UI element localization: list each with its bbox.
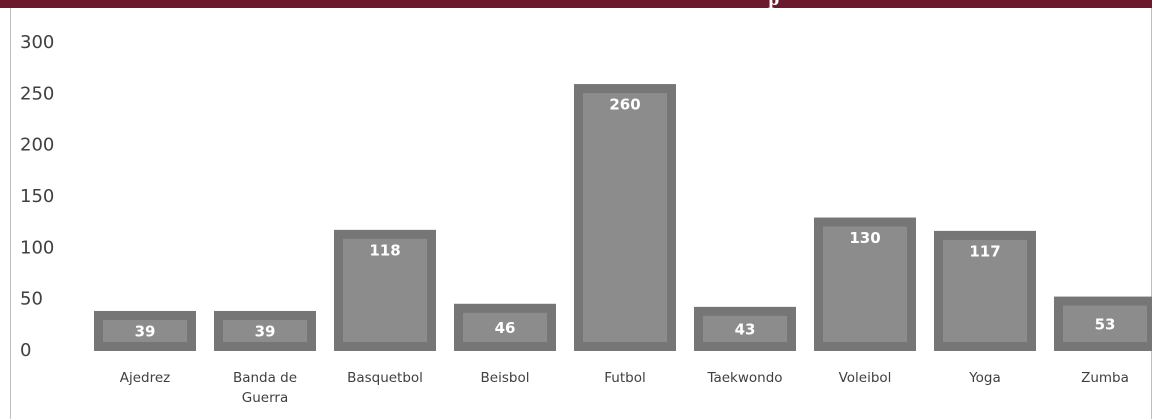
data-label: 46 (495, 319, 516, 337)
data-label: 130 (849, 229, 880, 247)
bar-inner-panel (1063, 305, 1147, 342)
data-label: 39 (255, 322, 276, 340)
bar-zumba: 53 (1054, 296, 1152, 351)
x-tick-label-line: Yoga (968, 370, 1001, 386)
y-tick-label: 250 (20, 83, 54, 104)
y-tick-label: 100 (20, 237, 54, 258)
y-tick-label: 50 (20, 289, 43, 310)
x-tick-label-line: Basquetbol (347, 370, 423, 386)
data-label: 117 (969, 242, 1000, 260)
bar-inner-panel (103, 319, 187, 342)
y-tick-label: 0 (20, 340, 31, 361)
x-tick-label-line: Beisbol (481, 370, 530, 386)
x-tick-label: Voleibol (839, 370, 892, 386)
x-tick-label: Futbol (604, 370, 645, 386)
data-label: 260 (609, 96, 640, 114)
bars-group: 39 39 118 46 260 43 130 117 53 (94, 84, 1152, 352)
bar-basquetbol: 118 (334, 229, 436, 351)
bar-futbol: 260 (574, 84, 676, 352)
x-tick-label: Banda de Guerra (233, 370, 297, 406)
bar-inner-panel (823, 226, 907, 342)
bar-banda-de-guerra: 39 (214, 310, 316, 351)
data-label: 118 (369, 241, 400, 259)
data-label: 39 (135, 322, 156, 340)
y-tick-label: 200 (20, 135, 54, 156)
x-tick-label: Zumba (1081, 370, 1129, 386)
x-tick-label: Beisbol (481, 370, 530, 386)
x-tick-label-line: Ajedrez (120, 370, 171, 386)
x-axis-tick-labels: Ajedrez Banda de Guerra Basquetbol Beisbol Fu… (120, 370, 1129, 406)
x-tick-label-line: Taekwondo (706, 370, 782, 386)
y-axis-tick-labels: 0 50 100 150 200 250 300 (20, 32, 54, 361)
x-tick-label: Ajedrez (120, 370, 171, 386)
bar-yoga: 117 (934, 230, 1036, 351)
bar-inner-panel (943, 239, 1027, 342)
bar-ajedrez: 39 (94, 310, 196, 351)
bar-inner-panel (223, 319, 307, 342)
x-tick-label: Taekwondo (706, 370, 782, 386)
header-band-text: p (768, 0, 779, 8)
bar-inner-panel (343, 238, 427, 342)
x-tick-label-line: Futbol (604, 370, 645, 386)
bar-beisbol: 46 (454, 303, 556, 351)
x-tick-label-line: Zumba (1081, 370, 1129, 386)
header-band: p (0, 0, 1152, 8)
data-label: 53 (1095, 315, 1116, 333)
x-tick-label: Yoga (968, 370, 1001, 386)
bar-inner-panel (703, 315, 787, 342)
x-tick-label-line: Banda de (233, 370, 297, 386)
x-tick-label-line: Guerra (242, 390, 288, 406)
x-tick-label: Basquetbol (347, 370, 423, 386)
chart-frame-left-border (10, 8, 11, 419)
bar-voleibol: 130 (814, 217, 916, 351)
y-tick-label: 300 (20, 32, 54, 53)
x-tick-label-line: Voleibol (839, 370, 892, 386)
bar-inner-panel (463, 312, 547, 342)
bar-inner-panel (583, 93, 667, 342)
data-label: 43 (735, 320, 756, 338)
y-tick-label: 150 (20, 186, 54, 207)
bar-taekwondo: 43 (694, 306, 796, 351)
